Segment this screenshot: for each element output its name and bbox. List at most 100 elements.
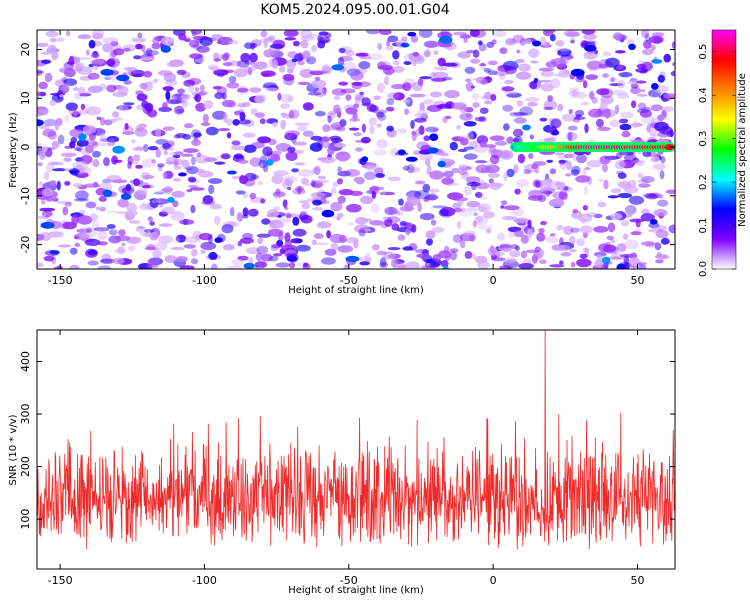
- heatmap-cell: [284, 177, 294, 186]
- heatmap-cell: [307, 92, 322, 96]
- heatmap-cell: [201, 199, 216, 206]
- heatmap-cell: [665, 189, 675, 194]
- heatmap-cell: [457, 210, 473, 217]
- heatmap-cell: [51, 140, 60, 149]
- heatmap-cell: [43, 118, 58, 127]
- heatmap-cell: [358, 61, 371, 70]
- heatmap-cell: [239, 237, 254, 244]
- heatmap-cell: [214, 237, 223, 243]
- heatmap-cell: [568, 109, 573, 114]
- heatmap-cell: [640, 213, 655, 222]
- heatmap-cell: [654, 242, 662, 251]
- heatmap-cell: [238, 159, 249, 164]
- heatmap-cell: [157, 163, 165, 168]
- heatmap-cell: [137, 32, 143, 39]
- heatmap-cell: [264, 37, 273, 41]
- heatmap-cell: [162, 143, 172, 149]
- heatmap-cell: [314, 76, 321, 81]
- heatmap-cell: [387, 35, 399, 43]
- heatmap-cell: [368, 186, 385, 191]
- heatmap-cell: [601, 256, 611, 264]
- heatmap-cell: [291, 58, 298, 63]
- heatmap-cell: [178, 172, 187, 177]
- heatmap-cell: [570, 68, 585, 77]
- heatmap-cell: [175, 234, 187, 243]
- heatmap-cell: [271, 150, 282, 156]
- heatmap-cell: [306, 56, 317, 65]
- heatmap-cell: [418, 125, 425, 135]
- heatmap-cell: [148, 146, 159, 151]
- heatmap-cell: [254, 94, 266, 104]
- heatmap-cell: [515, 71, 532, 80]
- heatmap-cell: [617, 80, 625, 89]
- heatmap-cell: [143, 70, 153, 78]
- heatmap-cell: [432, 205, 447, 209]
- heatmap-cell: [372, 109, 388, 114]
- heatmap-cell: [350, 71, 364, 81]
- heatmap-cell: [337, 245, 354, 253]
- colorbar-tick-label: 0.2: [698, 174, 709, 190]
- heatmap-cell: [191, 139, 202, 147]
- heatmap-cell: [164, 255, 177, 263]
- heatmap-cell: [90, 53, 100, 59]
- heatmap-cell: [189, 53, 203, 59]
- heatmap-cell: [285, 212, 292, 219]
- heatmap-cell: [310, 79, 327, 89]
- heatmap-cell: [217, 73, 225, 78]
- heatmap-cell: [648, 228, 663, 233]
- heatmap-cell: [514, 230, 524, 238]
- heatmap-cell: [600, 108, 616, 118]
- heatmap-cell: [208, 184, 215, 195]
- heatmap-cell: [211, 263, 218, 269]
- heatmap-cell: [654, 254, 670, 260]
- heatmap-cell: [128, 220, 141, 224]
- heatmap-cell: [250, 108, 258, 115]
- heatmap-cell: [141, 158, 156, 168]
- heatmap-cell: [365, 164, 377, 171]
- heatmap-cell: [377, 42, 383, 51]
- heatmap-cell: [228, 40, 239, 45]
- heatmap-cell: [503, 172, 508, 182]
- heatmap-cell: [384, 217, 393, 227]
- heatmap-cell: [160, 36, 175, 46]
- heatmap-cell: [250, 142, 265, 149]
- heatmap-cell: [262, 163, 269, 173]
- heatmap-cell: [563, 153, 575, 159]
- heatmap-cell: [235, 190, 246, 195]
- heatmap-cell: [128, 69, 134, 77]
- heatmap-cell: [95, 142, 111, 147]
- heatmap-cell: [412, 51, 420, 57]
- heatmap-cell: [259, 118, 266, 125]
- heatmap-cell: [452, 197, 469, 202]
- heatmap-cell: [387, 247, 401, 251]
- heatmap-cell: [87, 260, 99, 266]
- heatmap-cell: [459, 239, 466, 249]
- heatmap-cell: [238, 119, 251, 125]
- heatmap-cell: [537, 179, 552, 190]
- heatmap-cell: [347, 222, 355, 226]
- heatmap-cell: [418, 30, 433, 38]
- heatmap-cell: [631, 100, 637, 109]
- heatmap-cell: [577, 213, 593, 223]
- heatmap-cell: [391, 223, 400, 231]
- heatmap-cell: [263, 49, 275, 58]
- heatmap-cell: [99, 206, 106, 212]
- heatmap-cell: [382, 67, 395, 75]
- heatmap-cell: [102, 189, 113, 197]
- heatmap-cell: [503, 123, 510, 131]
- heatmap-cell: [133, 178, 140, 187]
- heatmap-cell: [116, 74, 130, 82]
- heatmap-cell: [311, 44, 317, 53]
- heatmap-cell: [411, 131, 417, 142]
- heatmap-cell: [181, 100, 189, 108]
- heatmap-cell: [204, 157, 218, 163]
- heatmap-cell: [500, 205, 505, 209]
- heatmap-cell: [359, 261, 370, 266]
- heatmap-cell: [376, 82, 385, 93]
- heatmap-cell: [478, 225, 493, 231]
- heatmap-cell: [641, 175, 655, 184]
- heatmap-cell: [654, 121, 669, 132]
- heatmap-cell: [369, 220, 385, 226]
- heatmap-cell: [304, 33, 318, 38]
- heatmap-cell: [45, 30, 59, 38]
